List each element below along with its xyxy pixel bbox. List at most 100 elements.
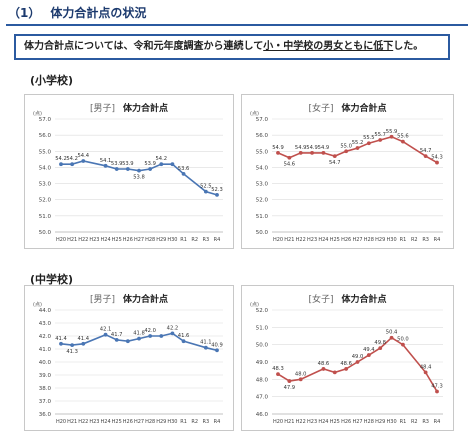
summary-box: 体力合計点については、令和元年度調査から連続して小・中学校の男女ともに低下した。 (14, 34, 450, 60)
x-tick-label: R1 (400, 419, 407, 425)
data-point (332, 154, 337, 159)
data-label: 42.0 (144, 328, 156, 334)
x-tick-label: H27 (134, 419, 144, 425)
data-label: 53.9 (111, 161, 123, 167)
data-label: 41.8 (133, 331, 145, 337)
chart-title: [女子] 体力合計点 (242, 292, 453, 305)
x-tick-label: R2 (411, 419, 418, 425)
data-point (59, 162, 63, 167)
y-tick-label: 44.0 (39, 308, 52, 314)
data-label: 55.5 (363, 135, 375, 141)
chart-title: [女子] 体力合計点 (242, 101, 453, 114)
data-point (81, 341, 86, 346)
data-label: 47.3 (431, 383, 443, 389)
x-tick-label: H25 (330, 237, 340, 243)
x-tick-label: H28 (364, 237, 374, 243)
x-tick-label: H26 (341, 419, 351, 425)
y-tick-label: 57.0 (256, 117, 269, 123)
x-tick-label: H26 (123, 237, 133, 243)
junior-high-school-label: (中学校) (30, 273, 74, 286)
data-point (81, 159, 86, 163)
heading-number: （1） (8, 6, 41, 20)
y-tick-label: 36.0 (39, 412, 52, 418)
x-tick-label: H29 (156, 419, 166, 425)
data-point (321, 367, 326, 371)
data-label: 54.2 (66, 156, 78, 162)
y-tick-label: 52.0 (256, 308, 269, 314)
data-label: 48.6 (318, 361, 330, 367)
x-tick-label: H23 (89, 419, 99, 425)
y-tick-label: 53.0 (256, 182, 269, 188)
data-point (170, 331, 175, 336)
data-point (103, 332, 108, 337)
summary-underlined: 小・中学校の男女ともに低下 (263, 41, 394, 52)
y-tick-label: 40.0 (39, 360, 52, 366)
x-tick-label: H22 (296, 419, 306, 425)
x-tick-label: H30 (167, 419, 177, 425)
data-label: 48.4 (420, 364, 432, 370)
y-tick-label: 42.0 (39, 334, 52, 340)
x-tick-label: H24 (101, 419, 111, 425)
y-tick-label: 57.0 (39, 117, 52, 123)
data-label: 54.6 (284, 162, 296, 168)
y-tick-label: 49.0 (256, 360, 269, 366)
chart-elementary-boys: (点) 50.0 51.0 52.0 53.0 54.0 55.0 56.0 57.0 H20 H2… (24, 94, 234, 249)
data-point (137, 168, 141, 173)
data-point (215, 348, 219, 353)
chart-title-text: 体力合計点 (341, 295, 387, 305)
y-tick-label: 50.0 (256, 230, 269, 236)
x-tick-label: H28 (145, 419, 155, 425)
data-point (276, 372, 280, 377)
y-tick-label: 51.0 (256, 214, 269, 220)
x-tick-label: H20 (273, 237, 283, 243)
x-tick-label: R4 (214, 419, 221, 425)
data-point (159, 162, 164, 167)
data-point (125, 167, 130, 171)
data-label: 54.4 (78, 153, 90, 159)
data-point (366, 353, 371, 357)
x-tick-label: H24 (101, 237, 111, 243)
y-tick-label: 41.0 (39, 347, 52, 353)
data-label: 41.4 (78, 336, 90, 342)
data-point (203, 345, 208, 350)
x-tick-label: H28 (364, 419, 374, 425)
chart-title-text: 体力合計点 (123, 104, 169, 114)
data-label: 52.3 (211, 187, 223, 193)
series-line (277, 336, 438, 392)
x-tick-label: R3 (422, 237, 429, 243)
data-label: 41.3 (66, 349, 78, 355)
data-label: 55.2 (352, 140, 364, 146)
x-tick-label: H30 (387, 419, 397, 425)
data-point (366, 141, 371, 146)
unit-label: (点) (33, 302, 42, 308)
y-tick-label: 55.0 (39, 149, 52, 155)
y-tick-label: 47.0 (256, 395, 269, 401)
data-label: 54.3 (431, 155, 443, 161)
data-point (310, 151, 314, 155)
data-label: 54.2 (156, 156, 168, 162)
y-tick-label: 43.0 (39, 321, 52, 327)
data-label: 54.2 (55, 156, 67, 162)
data-label: 49.0 (352, 354, 364, 360)
data-point (298, 151, 303, 155)
data-label: 54.1 (100, 158, 112, 164)
chart-junior-high-boys: (点) 36.0 37.0 38.0 39.0 40.0 41.0 42.0 43.0 44.0 H… (24, 285, 234, 431)
data-label: 42.2 (167, 325, 179, 331)
data-point (423, 154, 428, 159)
x-tick-label: H21 (284, 419, 294, 425)
chart-title-text: 体力合計点 (123, 295, 169, 305)
data-label: 48.6 (340, 361, 352, 367)
chart-junior-high-girls: (点) 46.0 47.0 48.0 49.0 50.0 51.0 52.0 H20 H21 H22… (241, 285, 454, 431)
x-tick-label: R3 (203, 237, 210, 243)
y-tick-label: 52.0 (256, 198, 269, 204)
data-label: 41.7 (111, 332, 123, 338)
summary-suffix: した。 (393, 41, 424, 52)
data-point (148, 167, 153, 171)
data-point (103, 163, 108, 168)
x-tick-label: H20 (273, 419, 283, 425)
x-tick-label: H25 (112, 419, 122, 425)
unit-label: (点) (33, 111, 42, 117)
data-label: 47.9 (284, 385, 296, 391)
chart-gender-label: [女子] (308, 104, 334, 114)
